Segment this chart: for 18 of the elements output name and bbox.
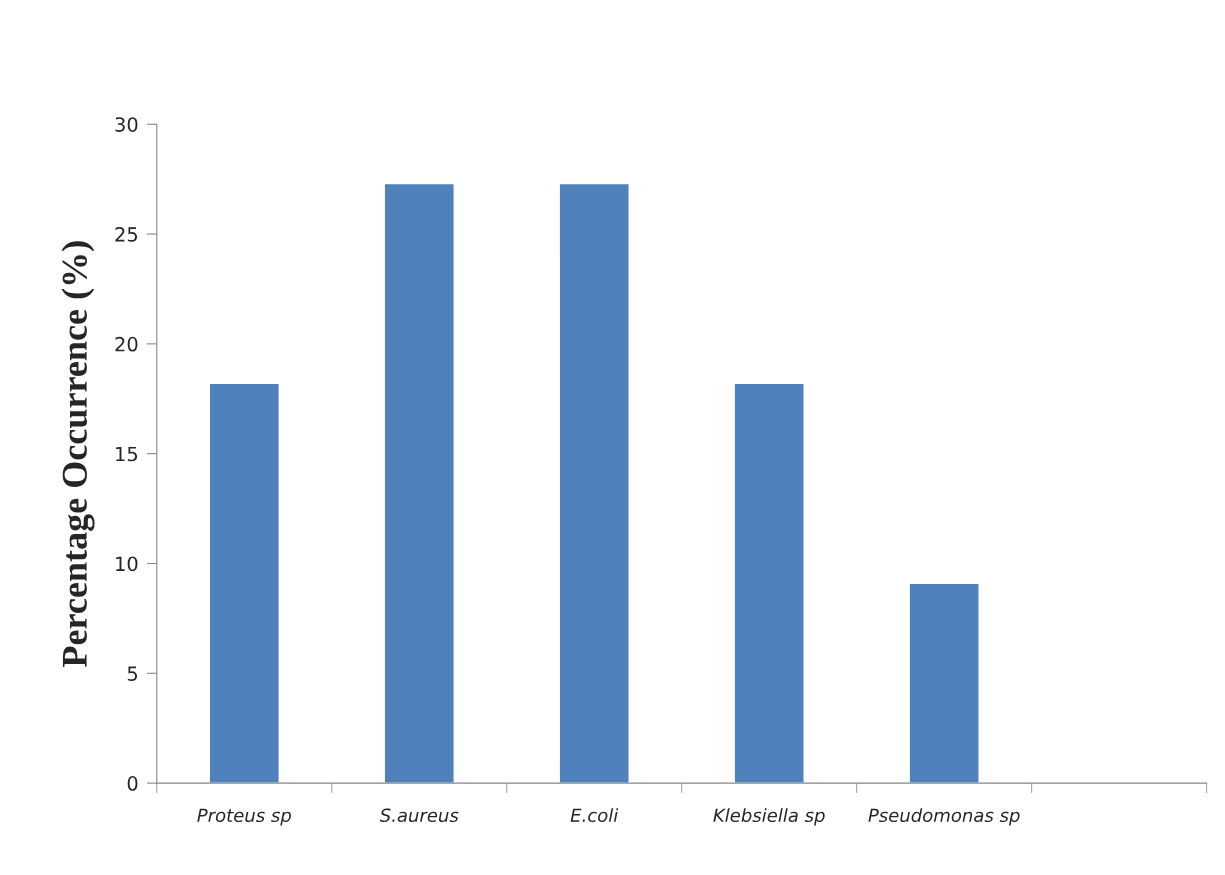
y-tick-label: 10 — [116, 556, 138, 572]
x-tick-label: E.coli — [570, 808, 619, 823]
x-tick-label: Pseudomonas sp — [868, 808, 1020, 826]
y-tick-label: 30 — [115, 117, 138, 132]
bar — [908, 582, 980, 784]
x-tick-label: Proteus sp — [197, 808, 291, 826]
bar — [208, 382, 280, 784]
y-tick-label: 0 — [127, 776, 138, 791]
y-tick-label: 20 — [115, 336, 138, 352]
y-tick-label: 25 — [115, 227, 138, 242]
y-axis-title: Percentage Occurrence (%) — [61, 241, 95, 667]
x-tick-label: S.aureus — [379, 808, 459, 823]
bar — [383, 182, 455, 784]
bar — [733, 382, 805, 784]
x-tick-label: Klebsiella sp — [713, 808, 825, 826]
y-tick-label: 15 — [116, 446, 138, 462]
y-tick-label: 5 — [127, 666, 138, 681]
bar — [558, 182, 630, 784]
